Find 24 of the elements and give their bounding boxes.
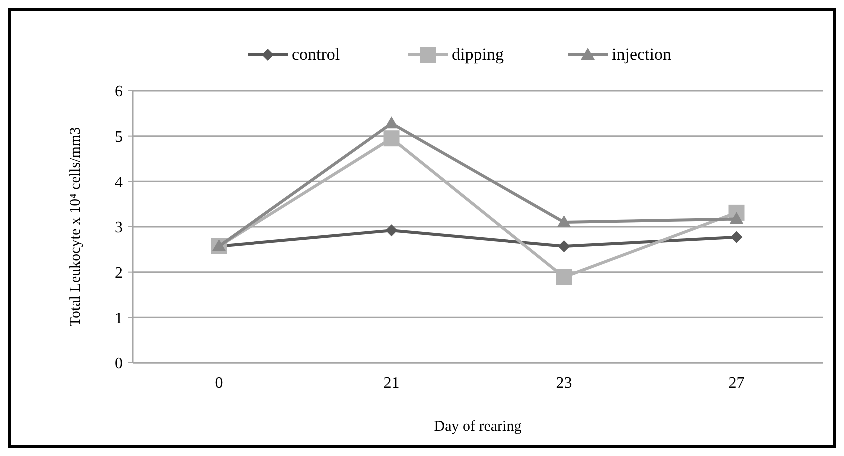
x-tick-label: 0 bbox=[215, 375, 224, 392]
legend-label: injection bbox=[612, 45, 672, 64]
y-axis-title: Total Leukocyte x 10⁴ cells/mm3 bbox=[68, 127, 84, 327]
point bbox=[384, 130, 400, 147]
point bbox=[558, 240, 570, 252]
point bbox=[730, 231, 743, 244]
point bbox=[556, 269, 572, 286]
y-tick-label: 4 bbox=[115, 174, 123, 192]
y-tick-label: 5 bbox=[115, 128, 123, 146]
y-tick-label: 2 bbox=[115, 264, 123, 282]
point bbox=[730, 212, 744, 224]
x-tick-label: 21 bbox=[384, 375, 400, 392]
y-tick-label: 0 bbox=[115, 356, 123, 373]
y-tick-label: 1 bbox=[115, 310, 123, 328]
y-tick-label: 6 bbox=[115, 84, 123, 101]
point bbox=[384, 116, 399, 129]
y-tick-label: 3 bbox=[115, 220, 123, 237]
x-tick-label: 27 bbox=[728, 375, 745, 392]
x-tick-label: 23 bbox=[556, 375, 572, 392]
point bbox=[557, 215, 572, 228]
x-axis-title: Day of rearing bbox=[434, 419, 522, 435]
point bbox=[386, 224, 398, 237]
legend-label: control bbox=[292, 45, 340, 64]
legend-label: dipping bbox=[452, 45, 504, 64]
